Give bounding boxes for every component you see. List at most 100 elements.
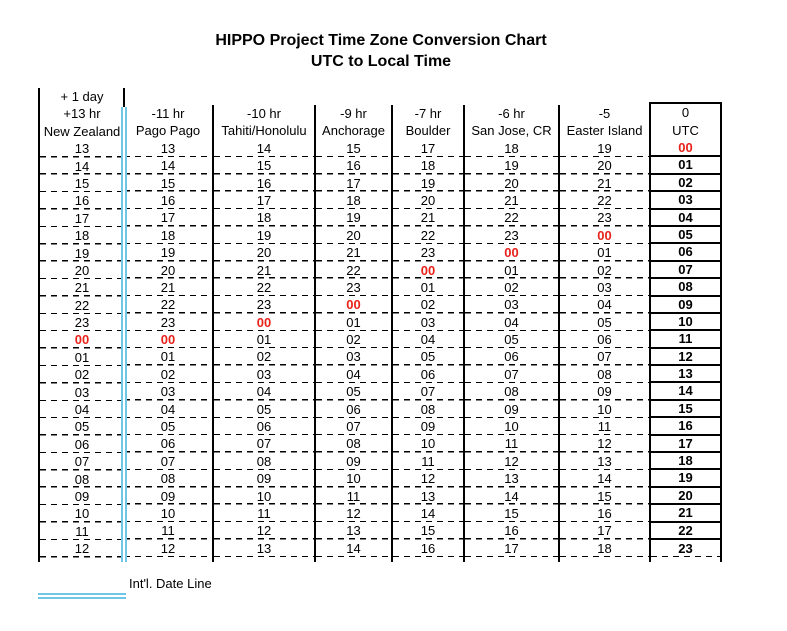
hour-cell: 01 [465, 261, 558, 279]
hour-cell: 16 [214, 174, 314, 192]
hour-cell: 08 [393, 400, 463, 419]
hour-cell: 15 [651, 401, 720, 419]
hour-cell: 21 [40, 279, 124, 297]
hour-cell: 08 [40, 470, 124, 488]
hour-cell: 02 [560, 261, 649, 279]
hour-cell: 04 [214, 383, 314, 401]
hour-cell: 14 [316, 539, 391, 558]
hour-cell: 22 [40, 296, 124, 315]
column-header-name: Boulder [405, 123, 451, 139]
hour-cell: 05 [214, 400, 314, 419]
hour-cell: 21 [124, 278, 212, 297]
hour-cell: 06 [465, 348, 558, 366]
column-header-day: + 1 day [60, 89, 104, 104]
hour-cell: 23 [393, 244, 463, 262]
timezone-column-new-zealand: + 1 day +13 hr New Zealand 13 14 15 16 17 18 19 20… [38, 88, 124, 562]
timezone-column-pago-pago: -11 hr Pago Pago 13 14 15 16 17 18 19 20 21 22 23 00 0… [124, 105, 212, 562]
hour-cell: 01 [214, 331, 314, 349]
column-header-offset: -11 hr [151, 106, 185, 121]
hour-cell: 13 [465, 470, 558, 488]
hour-cell: 15 [465, 504, 558, 523]
hour-cell: 06 [651, 244, 720, 262]
column-header-name: Anchorage [322, 123, 385, 139]
hour-cell: 08 [560, 365, 649, 384]
hour-cell: 22 [465, 209, 558, 227]
hour-cell: 00 [651, 140, 720, 158]
hour-cell: 09 [214, 470, 314, 488]
hour-cell: 20 [124, 261, 212, 279]
column-header-name: Pago Pago [135, 123, 201, 139]
hour-cell: 19 [560, 139, 649, 158]
hour-cell: 00 [393, 261, 463, 279]
hour-cell: 06 [560, 331, 649, 349]
hour-cell: 10 [651, 314, 720, 332]
hour-cell: 11 [124, 522, 212, 540]
hour-cell: 07 [124, 452, 212, 471]
hour-cell: 05 [316, 383, 391, 401]
hour-cell: 11 [40, 522, 124, 541]
hour-cell: 15 [124, 174, 212, 192]
hour-cell: 11 [316, 487, 391, 505]
hour-cell: 12 [465, 452, 558, 471]
hour-cell: 01 [124, 348, 212, 366]
hour-cell: 14 [124, 157, 212, 175]
hour-cell: 19 [316, 209, 391, 227]
hour-cell: 23 [124, 313, 212, 332]
column-header-offset: -6 hr [498, 106, 525, 121]
column-divider-segment [123, 88, 125, 107]
hour-cell: 21 [560, 174, 649, 192]
hour-cell: 06 [316, 400, 391, 419]
hour-cell: 13 [393, 487, 463, 505]
column-header-offset: +13 hr [63, 106, 101, 122]
hour-cell: 05 [124, 418, 212, 436]
hour-cell: 10 [316, 470, 391, 488]
hour-cell: 23 [214, 296, 314, 314]
column-header-offset: -9 hr [340, 106, 367, 121]
hour-cell: 11 [393, 452, 463, 471]
hour-cell: 02 [214, 348, 314, 366]
hour-cell: 12 [651, 349, 720, 367]
hour-cell: 01 [40, 348, 124, 367]
hour-cell: 00 [40, 331, 124, 349]
hour-cell: 02 [124, 365, 212, 384]
hour-cell: 07 [40, 453, 124, 471]
hour-cell: 00 [214, 313, 314, 332]
hour-cell: 09 [465, 400, 558, 419]
chart-title: HIPPO Project Time Zone Conversion Chart [215, 32, 547, 49]
hour-cell: 06 [214, 418, 314, 436]
hour-cell: 18 [124, 226, 212, 245]
hour-cell: 13 [40, 140, 124, 158]
hour-cell: 06 [393, 365, 463, 384]
timezone-column-anchorage: -9 hr Anchorage 15 16 17 18 19 20 21 22 23 00 01 02 03… [314, 105, 391, 562]
hour-cell: 09 [560, 383, 649, 401]
hour-cell: 13 [316, 522, 391, 540]
hour-cell: 17 [214, 191, 314, 210]
hour-cell: 10 [560, 400, 649, 419]
hour-cell: 05 [560, 313, 649, 332]
hour-cell: 18 [651, 453, 720, 471]
hour-cell: 11 [214, 504, 314, 523]
hour-cell: 17 [40, 209, 124, 228]
hour-cell: 02 [465, 278, 558, 297]
hour-cell: 03 [316, 348, 391, 366]
hour-cell: 12 [560, 435, 649, 453]
hour-cell: 07 [560, 348, 649, 366]
hour-cell: 01 [393, 278, 463, 297]
hour-cell: 17 [465, 539, 558, 558]
hour-cell: 20 [40, 261, 124, 280]
hour-cell: 20 [316, 226, 391, 245]
timezone-column-utc: 0 UTC 00 01 02 03 04 05 06 07 08 09 10 11 12 13 14 15 16 17… [649, 102, 722, 562]
hour-cell: 03 [560, 278, 649, 297]
hour-cell: 03 [214, 365, 314, 384]
hour-cell: 15 [316, 139, 391, 158]
hour-cell: 04 [316, 365, 391, 384]
hour-cell: 23 [651, 539, 720, 558]
hour-cell: 08 [651, 279, 720, 297]
hour-cell: 10 [40, 505, 124, 523]
hour-cell: 08 [465, 383, 558, 401]
hour-cell: 16 [393, 539, 463, 558]
hour-cell: 16 [316, 157, 391, 175]
hour-cell: 05 [393, 348, 463, 366]
hour-cell: 07 [651, 262, 720, 280]
